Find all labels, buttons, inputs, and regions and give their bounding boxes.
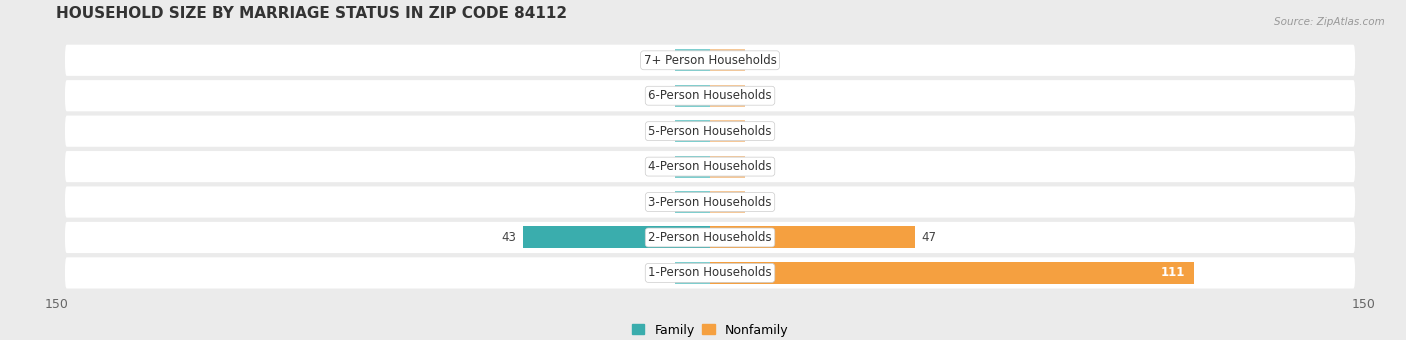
Bar [675, 49, 710, 71]
Text: 43: 43 [501, 231, 516, 244]
Text: 0: 0 [661, 89, 669, 102]
FancyBboxPatch shape [65, 222, 1355, 253]
Text: 0: 0 [661, 125, 669, 138]
Bar [675, 262, 710, 284]
FancyBboxPatch shape [65, 45, 1355, 76]
Text: 0: 0 [661, 160, 669, 173]
Bar [710, 262, 1194, 284]
Bar [675, 191, 710, 213]
Bar [675, 156, 710, 177]
Text: 4-Person Households: 4-Person Households [648, 160, 772, 173]
FancyBboxPatch shape [65, 116, 1355, 147]
Text: 3-Person Households: 3-Person Households [648, 195, 772, 208]
Text: 5-Person Households: 5-Person Households [648, 125, 772, 138]
Bar [675, 85, 710, 107]
Text: 0: 0 [661, 54, 669, 67]
Bar [710, 120, 745, 142]
Text: 47: 47 [921, 231, 936, 244]
FancyBboxPatch shape [65, 257, 1355, 289]
FancyBboxPatch shape [65, 80, 1355, 111]
Text: 5: 5 [661, 195, 669, 208]
Text: 1-Person Households: 1-Person Households [648, 267, 772, 279]
Legend: Family, Nonfamily: Family, Nonfamily [627, 319, 793, 340]
FancyBboxPatch shape [65, 186, 1355, 218]
Text: 6-Person Households: 6-Person Households [648, 89, 772, 102]
Bar [523, 226, 710, 249]
Bar [710, 191, 745, 213]
Text: 0: 0 [751, 125, 759, 138]
Text: 2-Person Households: 2-Person Households [648, 231, 772, 244]
Bar [710, 49, 745, 71]
Text: 0: 0 [751, 54, 759, 67]
FancyBboxPatch shape [65, 151, 1355, 182]
Text: HOUSEHOLD SIZE BY MARRIAGE STATUS IN ZIP CODE 84112: HOUSEHOLD SIZE BY MARRIAGE STATUS IN ZIP… [56, 6, 568, 21]
Bar [675, 120, 710, 142]
Text: 7+ Person Households: 7+ Person Households [644, 54, 776, 67]
Text: 111: 111 [1161, 267, 1185, 279]
Text: 5: 5 [751, 195, 759, 208]
Text: 0: 0 [661, 267, 669, 279]
Bar [710, 85, 745, 107]
Text: 0: 0 [751, 89, 759, 102]
Text: 0: 0 [751, 160, 759, 173]
Text: Source: ZipAtlas.com: Source: ZipAtlas.com [1274, 17, 1385, 27]
Bar [710, 226, 915, 249]
Bar [710, 156, 745, 177]
